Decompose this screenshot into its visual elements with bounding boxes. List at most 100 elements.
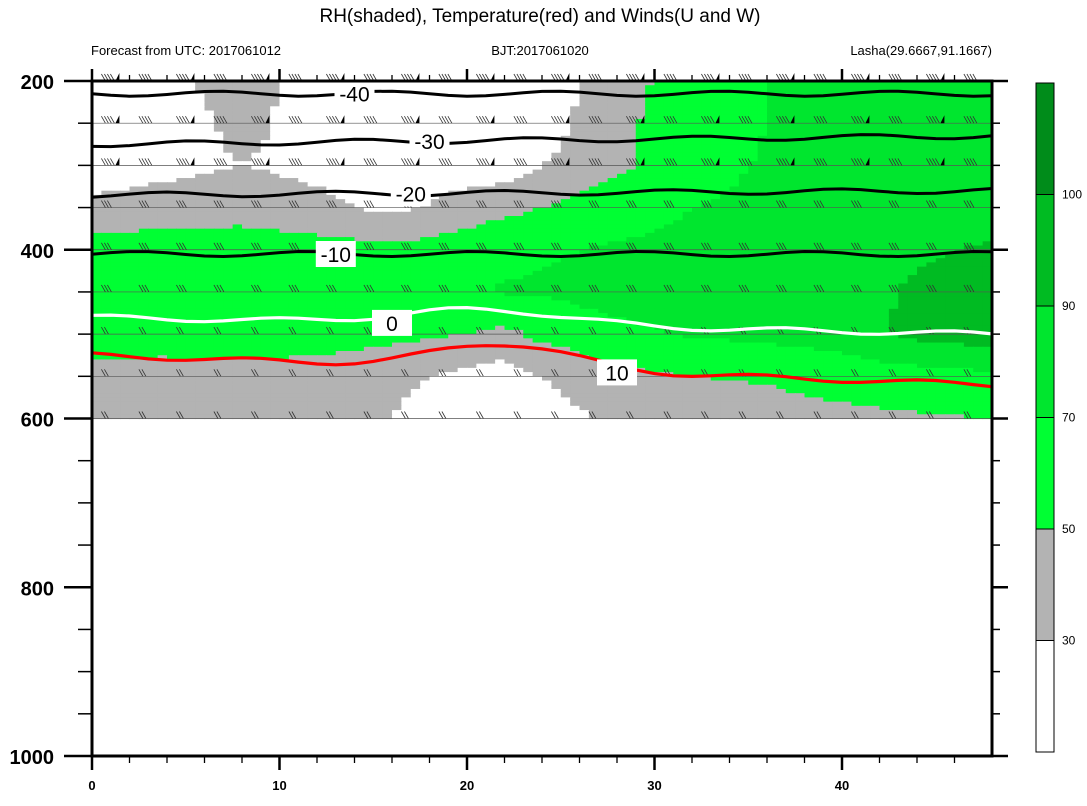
rh-cell (579, 262, 590, 268)
rh-cell (213, 207, 224, 213)
rh-cell (110, 232, 121, 238)
rh-cell (795, 161, 806, 166)
rh-cell (148, 266, 159, 272)
rh-cell (579, 85, 590, 91)
rh-cell (588, 165, 599, 171)
rh-cell (279, 228, 290, 234)
rh-cell (663, 114, 674, 120)
rh-cell (776, 266, 787, 272)
rh-cell (279, 118, 290, 124)
rh-cell (888, 275, 899, 280)
rh-cell (720, 291, 731, 297)
rh-cell (242, 283, 252, 289)
rh-cell (635, 118, 646, 124)
rh-cell (926, 266, 937, 272)
rh-cell (804, 194, 815, 200)
rh-cell (954, 127, 965, 133)
rh-cell (973, 85, 984, 91)
rh-cell (242, 106, 252, 112)
rh-cell (195, 114, 206, 120)
rh-cell (945, 253, 956, 259)
rh-cell (298, 241, 309, 247)
rh-cell (945, 148, 956, 154)
rh-cell (635, 199, 646, 204)
rh-cell (523, 241, 534, 247)
rh-cell (420, 93, 431, 99)
rh-cell (757, 165, 768, 171)
rh-cell (654, 165, 665, 171)
rh-cell (457, 156, 468, 162)
rh-cell (570, 85, 581, 91)
rh-cell (832, 114, 843, 120)
rh-cell (438, 291, 449, 297)
rh-cell (738, 279, 749, 285)
rh-cell (354, 228, 365, 234)
rh-cell (92, 131, 102, 137)
rh-cell (457, 165, 468, 171)
rh-cell (757, 291, 768, 297)
rh-cell (795, 89, 806, 95)
rh-cell (842, 203, 852, 209)
rh-cell (260, 102, 271, 107)
rh-cell (101, 220, 112, 226)
rh-cell (157, 148, 168, 154)
rh-cell (504, 275, 515, 280)
rh-cell (195, 182, 206, 188)
rh-cell (917, 211, 927, 217)
rh-cell (870, 291, 881, 297)
rh-cell (692, 173, 702, 179)
rh-cell (223, 249, 234, 255)
rh-cell (288, 211, 299, 217)
rh-cell (288, 207, 299, 213)
rh-cell (776, 241, 787, 247)
rh-cell (757, 194, 768, 200)
rh-cell (851, 228, 862, 234)
rh-cell (673, 199, 684, 204)
rh-cell (860, 127, 871, 133)
rh-cell (92, 123, 102, 129)
rh-cell (898, 266, 909, 272)
rh-cell (879, 249, 890, 255)
rh-cell (888, 144, 899, 150)
rh-cell (570, 186, 581, 192)
rh-cell (748, 211, 759, 217)
rh-cell (588, 207, 599, 213)
rh-cell (776, 85, 787, 91)
rh-cell (701, 245, 712, 251)
rh-cell (551, 275, 562, 280)
rh-cell (982, 110, 993, 116)
rh-cell (720, 81, 731, 86)
rh-cell (588, 194, 599, 200)
rh-cell (832, 194, 843, 200)
rh-cell (448, 110, 459, 116)
rh-cell (542, 283, 552, 289)
rh-cell (467, 173, 477, 179)
rh-cell (354, 110, 365, 116)
rh-cell (607, 258, 618, 264)
rh-cell (748, 241, 759, 247)
rh-cell (92, 127, 102, 133)
rh-cell (110, 253, 121, 259)
rh-cell (673, 275, 684, 280)
rh-cell (335, 156, 346, 162)
rh-cell (851, 249, 862, 255)
rh-cell (682, 127, 693, 133)
rh-cell (363, 249, 374, 255)
rh-cell (354, 182, 365, 188)
rh-cell (738, 85, 749, 91)
rh-cell (307, 81, 318, 86)
rh-cell (795, 232, 806, 238)
rh-cell (888, 220, 899, 226)
rh-cell (804, 169, 815, 175)
rh-cell (720, 97, 731, 103)
rh-cell (842, 291, 852, 297)
rh-cell (710, 186, 721, 192)
rh-cell (438, 279, 449, 285)
rh-cell (813, 296, 824, 301)
rh-cell (382, 237, 393, 242)
rh-cell (729, 114, 740, 120)
rh-cell (945, 258, 956, 264)
rh-cell (120, 279, 131, 285)
rh-cell (288, 258, 299, 264)
rh-cell (795, 178, 806, 183)
